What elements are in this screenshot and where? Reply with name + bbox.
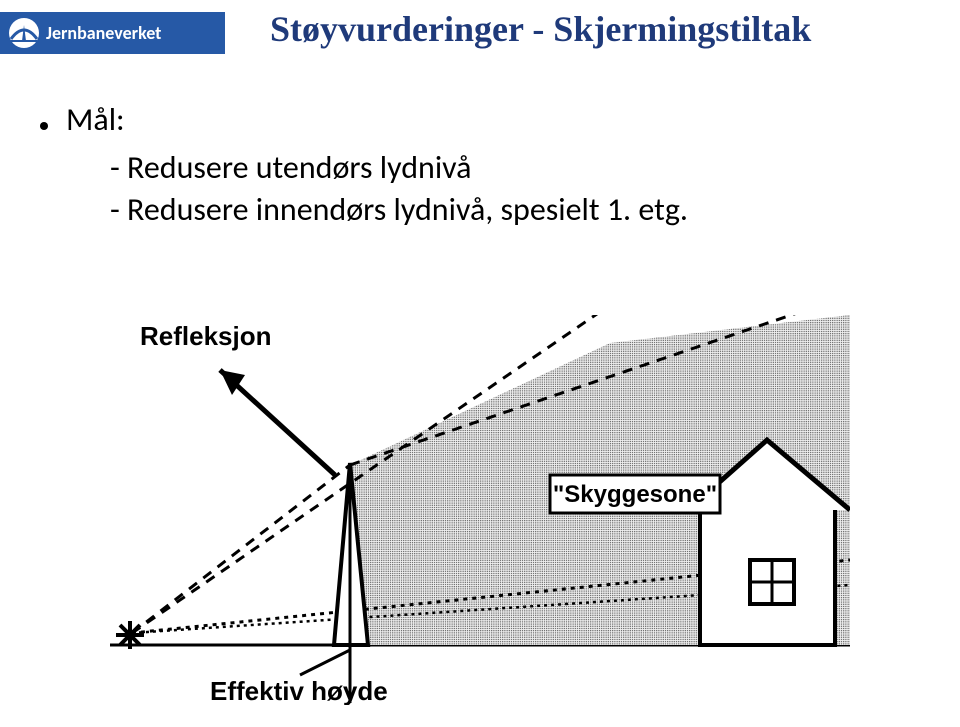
noise-barrier-diagram: "Skyggesone" Refleksjon Effektiv høyde [110, 315, 850, 705]
effective-height-label: Effektiv høyde [210, 676, 388, 705]
logo-bar: Jernbaneverket [0, 12, 225, 54]
bullet-heading: Mål: [40, 100, 920, 139]
sound-source-icon [116, 621, 144, 649]
reflection-label: Refleksjon [140, 321, 272, 351]
logo-text: Jernbaneverket [46, 22, 161, 44]
page-title: Støyvurderinger - Skjermingstiltak [270, 8, 811, 50]
bullet-dot-icon [40, 122, 48, 130]
sub-item-1: - Redusere innendørs lydnivå, spesielt 1… [110, 189, 920, 231]
bullet-label: Mål: [66, 100, 125, 139]
shadow-zone-label: "Skyggesone" [553, 481, 717, 508]
jernbaneverket-logo-icon [8, 17, 40, 49]
content-area: Mål: - Redusere utendørs lydnivå - Redus… [40, 100, 920, 230]
sub-item-0: - Redusere utendørs lydnivå [110, 147, 920, 189]
